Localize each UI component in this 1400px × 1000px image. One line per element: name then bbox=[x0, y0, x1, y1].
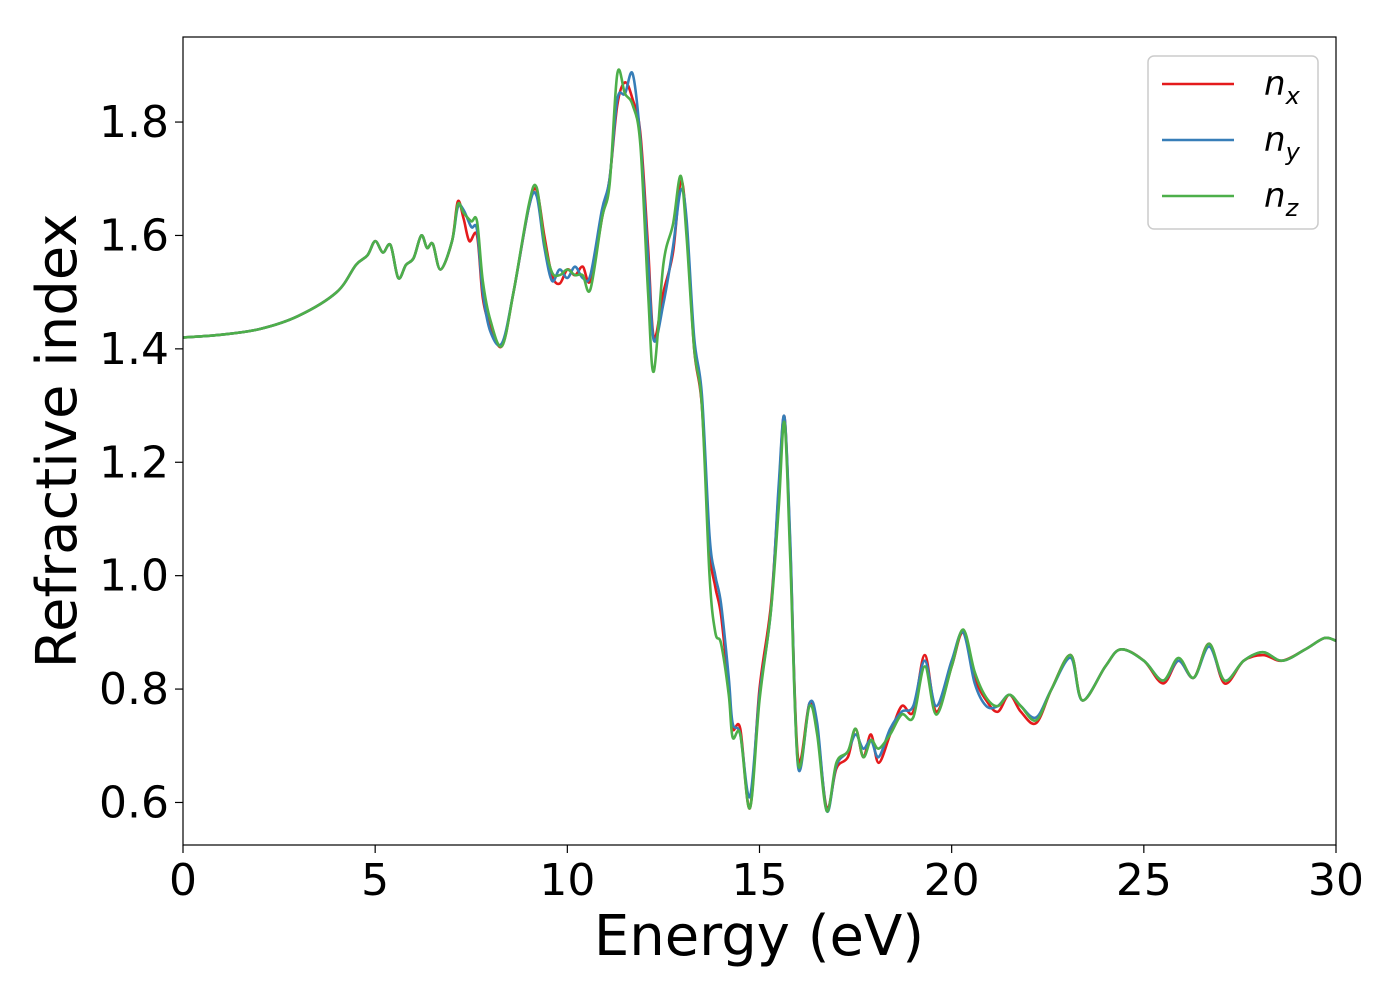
y-tick-label: 1.0 bbox=[99, 551, 169, 602]
legend-label-z: nz bbox=[1264, 176, 1300, 222]
y-tick-label: 0.8 bbox=[99, 664, 169, 715]
y-tick-label: 1.6 bbox=[99, 210, 169, 261]
legend-label-x: nx bbox=[1264, 64, 1301, 110]
x-tick-label: 20 bbox=[924, 855, 980, 906]
x-tick-label: 0 bbox=[169, 855, 197, 906]
x-tick-label: 15 bbox=[732, 855, 788, 906]
y-tick-label: 0.6 bbox=[99, 777, 169, 828]
series-line-n-z bbox=[183, 68, 1336, 813]
y-tick-label: 1.8 bbox=[99, 97, 169, 148]
x-axis-title: Energy (eV) bbox=[594, 904, 924, 969]
legend-label-y: ny bbox=[1264, 120, 1301, 166]
y-tick-label: 1.4 bbox=[99, 324, 169, 375]
x-tick-label: 10 bbox=[539, 855, 595, 906]
legend: nx ny nz bbox=[1147, 55, 1319, 230]
series-layer bbox=[183, 68, 1336, 813]
y-tick-label: 1.2 bbox=[99, 437, 169, 488]
x-tick-label: 5 bbox=[361, 855, 389, 906]
y-axis: 0.6 0.8 1.0 1.2 1.4 1.6 1.8 bbox=[99, 97, 183, 828]
x-tick-label: 25 bbox=[1116, 855, 1172, 906]
x-tick-label: 30 bbox=[1308, 855, 1364, 906]
y-axis-title: Refractive index bbox=[25, 214, 90, 669]
legend-box bbox=[1147, 55, 1319, 230]
x-axis: 0 5 10 15 20 25 30 bbox=[169, 845, 1364, 906]
